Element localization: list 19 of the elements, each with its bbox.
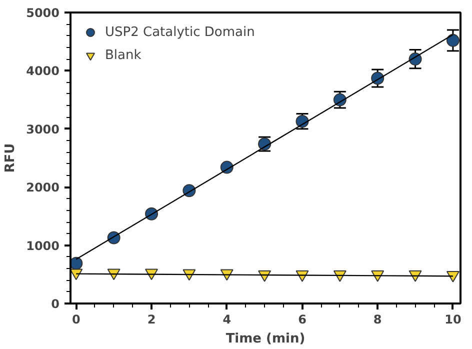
legend-label: Blank	[105, 48, 142, 62]
y-tick-label: 4000	[26, 64, 60, 78]
legend-label: USP2 Catalytic Domain	[105, 24, 255, 40]
y-tick-label: 3000	[26, 122, 60, 136]
x-tick-label: 6	[298, 312, 306, 326]
x-tick-label: 0	[72, 312, 80, 326]
point	[446, 271, 460, 282]
y-tick-label: 2000	[26, 180, 60, 195]
point	[70, 268, 83, 280]
x-tick-label: 8	[373, 312, 382, 326]
x-tick-label: 2	[147, 312, 156, 326]
y-tick-label: 5000	[26, 6, 60, 20]
x-tick-label: 10	[444, 312, 462, 326]
x-tick-label: 4	[222, 312, 232, 326]
point	[446, 34, 460, 47]
y-axis-title: RFU	[3, 143, 18, 173]
x-axis-title: Time (min)	[226, 332, 306, 346]
y-tick-label: 1000	[26, 238, 60, 253]
y-tick-label: 0	[51, 297, 60, 311]
